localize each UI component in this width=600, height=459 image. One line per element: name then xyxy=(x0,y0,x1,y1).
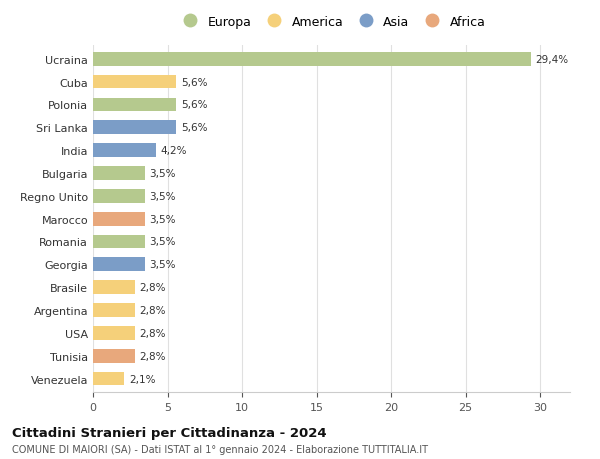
Bar xyxy=(93,281,135,294)
Bar xyxy=(93,372,124,386)
Bar xyxy=(93,98,176,112)
Text: 3,5%: 3,5% xyxy=(149,237,176,247)
Legend: Europa, America, Asia, Africa: Europa, America, Asia, Africa xyxy=(173,11,490,34)
Bar xyxy=(93,213,145,226)
Text: 2,8%: 2,8% xyxy=(139,351,166,361)
Text: 3,5%: 3,5% xyxy=(149,168,176,179)
Bar xyxy=(93,53,531,67)
Text: 5,6%: 5,6% xyxy=(181,123,208,133)
Bar xyxy=(93,76,176,89)
Text: 2,8%: 2,8% xyxy=(139,328,166,338)
Text: 4,2%: 4,2% xyxy=(160,146,187,156)
Text: 5,6%: 5,6% xyxy=(181,100,208,110)
Text: 3,5%: 3,5% xyxy=(149,191,176,202)
Text: 3,5%: 3,5% xyxy=(149,260,176,270)
Bar xyxy=(93,235,145,249)
Bar xyxy=(93,190,145,203)
Bar xyxy=(93,167,145,180)
Bar xyxy=(93,144,155,157)
Bar xyxy=(93,326,135,340)
Text: 2,1%: 2,1% xyxy=(129,374,155,384)
Text: COMUNE DI MAIORI (SA) - Dati ISTAT al 1° gennaio 2024 - Elaborazione TUTTITALIA.: COMUNE DI MAIORI (SA) - Dati ISTAT al 1°… xyxy=(12,444,428,454)
Bar xyxy=(93,258,145,272)
Text: 2,8%: 2,8% xyxy=(139,283,166,292)
Bar xyxy=(93,303,135,317)
Text: 5,6%: 5,6% xyxy=(181,78,208,87)
Text: Cittadini Stranieri per Cittadinanza - 2024: Cittadini Stranieri per Cittadinanza - 2… xyxy=(12,426,326,439)
Text: 3,5%: 3,5% xyxy=(149,214,176,224)
Text: 29,4%: 29,4% xyxy=(536,55,569,65)
Bar xyxy=(93,349,135,363)
Text: 2,8%: 2,8% xyxy=(139,305,166,315)
Bar xyxy=(93,121,176,135)
